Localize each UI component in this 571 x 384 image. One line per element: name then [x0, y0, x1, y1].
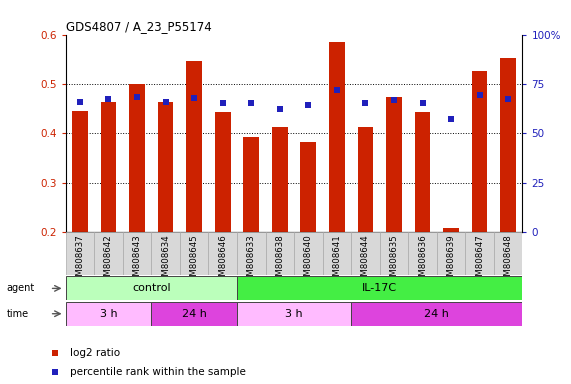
Point: [218, 100, 227, 106]
Text: GSM808635: GSM808635: [389, 234, 399, 287]
Bar: [380, 232, 408, 275]
Text: GSM808633: GSM808633: [247, 234, 256, 287]
Point: [304, 102, 313, 108]
Bar: [437, 232, 465, 275]
Point: [447, 116, 456, 122]
Text: 24 h: 24 h: [424, 309, 449, 319]
Text: log2 ratio: log2 ratio: [70, 348, 120, 358]
Point: [389, 97, 399, 103]
Text: 24 h: 24 h: [182, 309, 207, 319]
Bar: [237, 276, 522, 300]
Text: GSM808643: GSM808643: [132, 234, 142, 287]
Bar: [215, 112, 231, 232]
Point: [75, 99, 85, 105]
Bar: [500, 58, 516, 232]
Bar: [386, 98, 402, 232]
Point: [104, 96, 113, 102]
Bar: [151, 302, 237, 326]
Bar: [151, 232, 180, 275]
Bar: [237, 232, 266, 275]
Text: GSM808641: GSM808641: [332, 234, 341, 287]
Text: GSM808639: GSM808639: [447, 234, 456, 287]
Bar: [465, 232, 494, 275]
Bar: [443, 228, 459, 232]
Text: GSM808634: GSM808634: [161, 234, 170, 287]
Bar: [129, 84, 145, 232]
Bar: [408, 232, 437, 275]
Bar: [66, 232, 94, 275]
Point: [361, 100, 370, 106]
Text: GSM808645: GSM808645: [190, 234, 199, 287]
Bar: [100, 102, 116, 232]
Bar: [180, 232, 208, 275]
Text: GSM808638: GSM808638: [275, 234, 284, 287]
Text: time: time: [7, 309, 29, 319]
Bar: [66, 302, 151, 326]
Bar: [123, 232, 151, 275]
Bar: [237, 302, 351, 326]
Text: IL-17C: IL-17C: [362, 283, 397, 293]
Bar: [294, 232, 323, 275]
Bar: [94, 232, 123, 275]
Bar: [300, 142, 316, 232]
Point: [475, 92, 484, 98]
Point: [247, 100, 256, 106]
Bar: [66, 276, 237, 300]
Text: GSM808644: GSM808644: [361, 234, 370, 287]
Bar: [323, 232, 351, 275]
Bar: [158, 102, 174, 232]
Bar: [351, 302, 522, 326]
Text: GSM808636: GSM808636: [418, 234, 427, 287]
Text: GSM808647: GSM808647: [475, 234, 484, 287]
Bar: [243, 137, 259, 232]
Bar: [472, 71, 488, 232]
Bar: [72, 111, 88, 232]
Point: [332, 87, 341, 93]
Bar: [357, 127, 373, 232]
Point: [418, 100, 427, 106]
Bar: [272, 127, 288, 232]
Point: [161, 99, 170, 105]
Bar: [494, 232, 522, 275]
Text: 3 h: 3 h: [100, 309, 117, 319]
Text: percentile rank within the sample: percentile rank within the sample: [70, 367, 246, 377]
Text: GSM808648: GSM808648: [504, 234, 513, 287]
Bar: [266, 232, 294, 275]
Bar: [415, 112, 431, 232]
Text: GSM808646: GSM808646: [218, 234, 227, 287]
Text: GSM808642: GSM808642: [104, 234, 113, 287]
Point: [51, 369, 60, 376]
Text: 3 h: 3 h: [286, 309, 303, 319]
Point: [504, 96, 513, 102]
Point: [190, 95, 199, 101]
Bar: [329, 42, 345, 232]
Text: GSM808637: GSM808637: [75, 234, 85, 287]
Text: agent: agent: [7, 283, 35, 293]
Bar: [351, 232, 380, 275]
Text: GDS4807 / A_23_P55174: GDS4807 / A_23_P55174: [66, 20, 211, 33]
Bar: [186, 61, 202, 232]
Bar: [208, 232, 237, 275]
Point: [275, 106, 284, 112]
Text: control: control: [132, 283, 171, 293]
Point: [132, 94, 142, 101]
Text: GSM808640: GSM808640: [304, 234, 313, 287]
Point: [51, 350, 60, 356]
